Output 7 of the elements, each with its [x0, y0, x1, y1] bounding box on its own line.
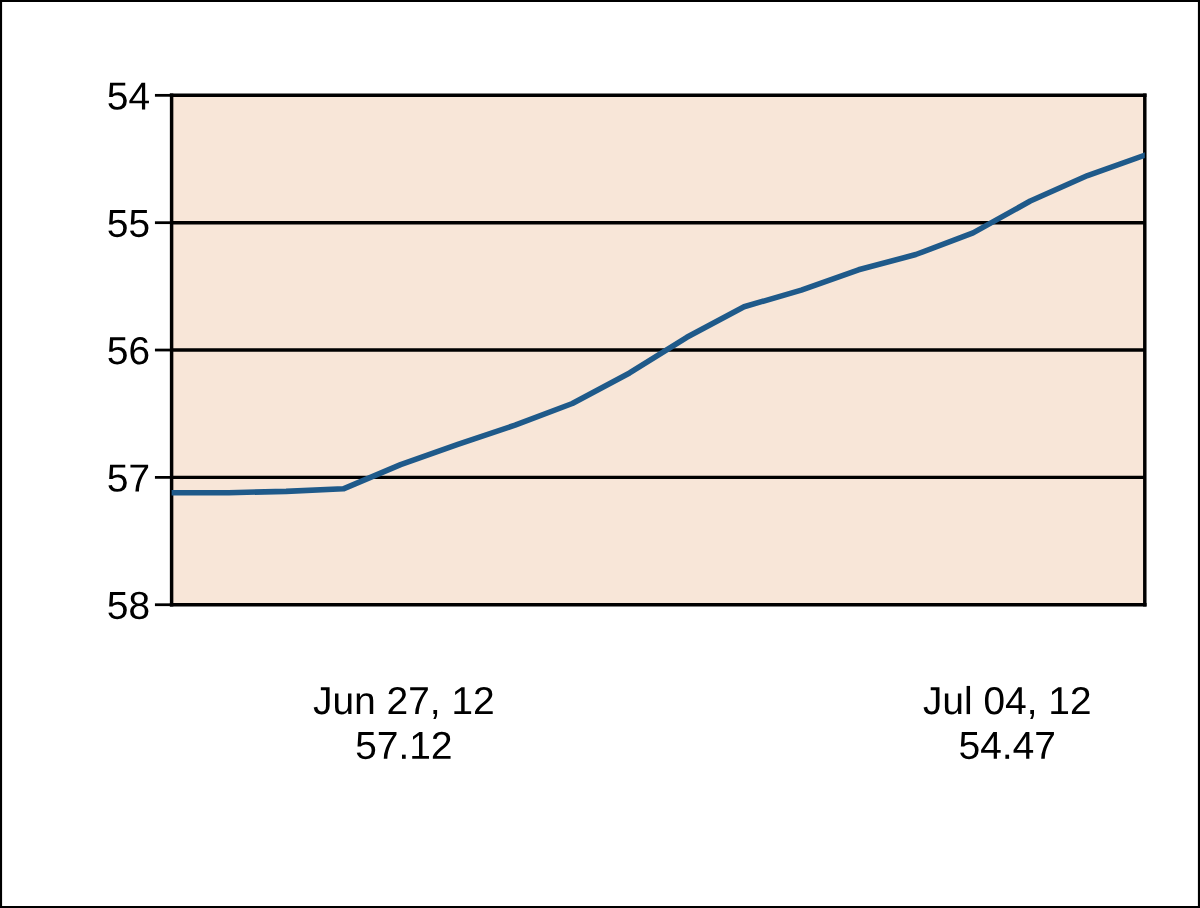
y-tick-label: 55 [108, 210, 149, 238]
y-tick-label: 58 [108, 591, 149, 620]
y-tick-label: 57 [108, 464, 149, 492]
y-tick-label: 54 [108, 82, 149, 110]
text: Jul 04, 12 54.47 [923, 685, 1090, 760]
y-tick-label: 56 [108, 336, 149, 365]
text: Jun 27, 12 57.12 [313, 686, 493, 760]
